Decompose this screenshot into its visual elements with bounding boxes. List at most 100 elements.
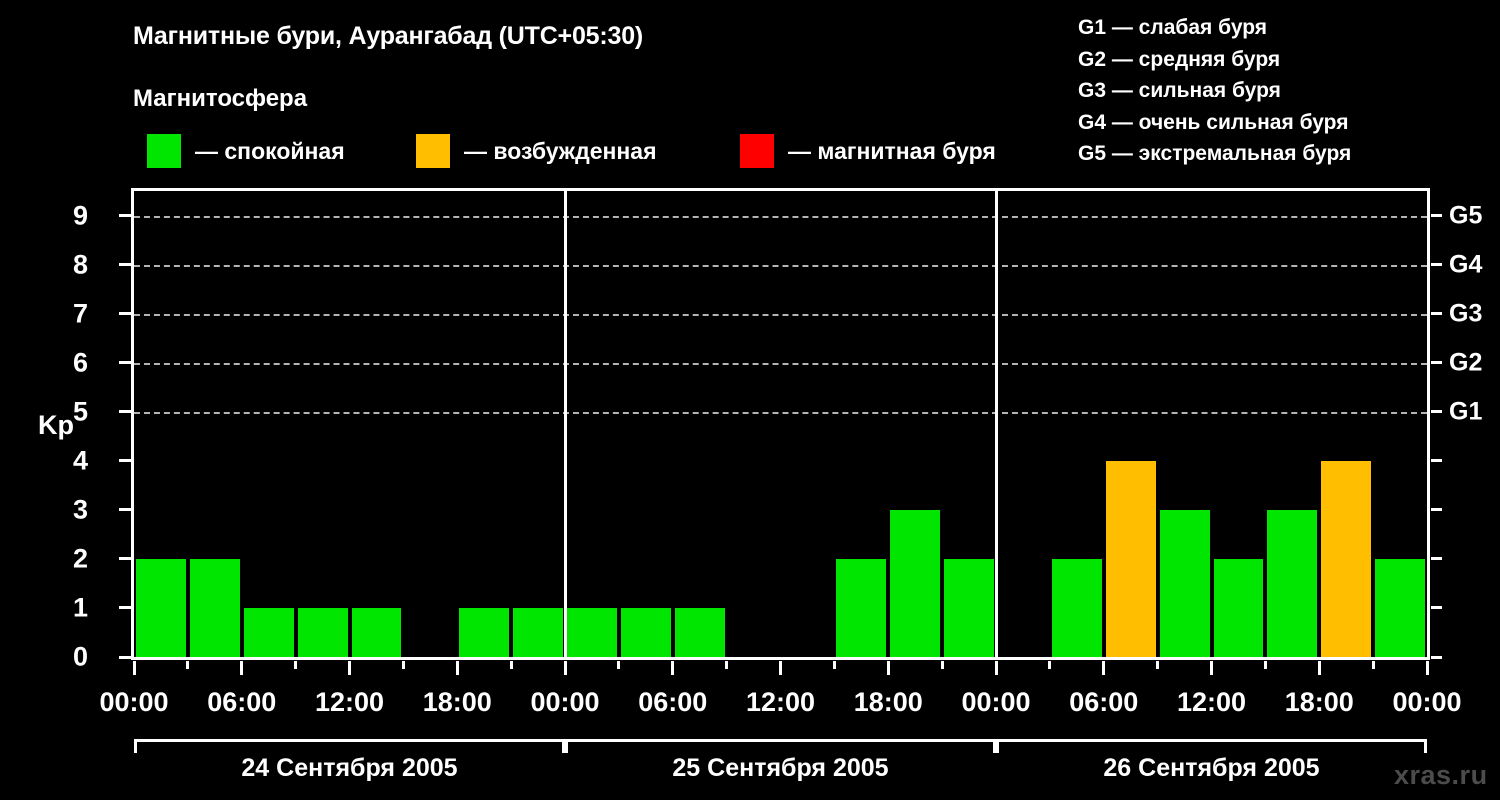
g-axis-tick-mark-kp-2 <box>1431 557 1442 561</box>
state-legend: — спокойная — возбужденная — магнитная бур… <box>133 133 1033 169</box>
page-title: Магнитные бури, Аурангабад (UTC+05:30) <box>133 22 644 50</box>
x-tick-mark-minor-9 <box>617 661 621 669</box>
y-tick-mark-5 <box>119 410 131 414</box>
x-tick-label-7: 18:00 <box>853 687 923 717</box>
g-scale-legend: G1 — слабая буря G2 — средняя буря G3 — си… <box>1078 12 1351 170</box>
bar-day3-slot7 <box>1321 460 1372 657</box>
bar-day2-slot3 <box>674 607 725 657</box>
day-bracket-2 <box>565 739 996 753</box>
legend-swatch-calm-icon <box>147 134 181 168</box>
g-axis-tick-mark-kp-0 <box>1431 655 1442 659</box>
y-tick-mark-8 <box>119 263 131 267</box>
bar-day2-slot7 <box>890 509 941 657</box>
x-tick-mark-minor-11 <box>725 661 729 669</box>
y-tick-mark-3 <box>119 508 131 512</box>
g-axis-label-g4: G4 <box>1449 250 1483 279</box>
day-label-2: 25 Сентября 2005 <box>672 754 889 782</box>
bar-day1-slot1 <box>136 558 186 657</box>
y-tick-mark-2 <box>119 557 131 561</box>
gridline-kp-9 <box>134 215 1427 218</box>
bar-day1-slot8 <box>513 607 563 657</box>
x-tick-mark-minor-3 <box>294 661 298 669</box>
x-tick-mark-11 <box>1317 661 1321 675</box>
y-tick-label-9: 9 <box>72 200 88 231</box>
x-tick-label-6: 12:00 <box>745 687 816 717</box>
x-tick-mark-minor-15 <box>940 661 944 669</box>
bar-day2-slot8 <box>944 558 994 657</box>
y-tick-label-6: 6 <box>72 347 88 378</box>
g-axis-tick-mark-kp-9 <box>1431 214 1442 218</box>
bar-day1-slot7 <box>459 607 510 657</box>
legend-label-active: — возбужденная <box>464 137 657 164</box>
g-axis-label-g1: G1 <box>1449 397 1483 426</box>
day-bracket-1 <box>134 739 565 753</box>
x-tick-mark-minor-21 <box>1263 661 1267 669</box>
legend-entry-calm: — спокойная <box>147 133 345 169</box>
y-tick-label-4: 4 <box>72 445 88 476</box>
y-tick-mark-6 <box>119 361 131 365</box>
x-tick-mark-9 <box>1102 661 1106 675</box>
plot-inner <box>134 191 1427 657</box>
gridline-kp-7 <box>134 313 1427 316</box>
magnetosphere-label: Магнитосфера <box>133 85 308 112</box>
legend-label-storm: — магнитная буря <box>788 137 996 164</box>
gridline-kp-5 <box>134 411 1427 414</box>
x-tick-mark-minor-1 <box>186 661 190 669</box>
g-axis-tick-mark-kp-8 <box>1431 263 1442 267</box>
x-tick-mark-12 <box>1425 661 1429 675</box>
x-tick-label-5: 06:00 <box>638 687 708 717</box>
bar-day1-slot2 <box>189 558 240 657</box>
x-tick-mark-8 <box>994 661 998 675</box>
bar-day3-slot3 <box>1105 460 1156 657</box>
g-legend-item-2: G2 — средняя буря <box>1078 47 1281 71</box>
x-tick-mark-2 <box>348 661 351 675</box>
bar-day2-slot1 <box>567 607 617 657</box>
g-axis-label-g2: G2 <box>1449 348 1483 377</box>
gridline-kp-6 <box>134 362 1427 365</box>
day-separator-2 <box>994 191 998 657</box>
g-axis-tick-mark-kp-3 <box>1431 508 1442 512</box>
x-tick-mark-minor-19 <box>1156 661 1160 669</box>
y-tick-mark-1 <box>119 606 131 610</box>
x-tick-mark-1 <box>240 661 244 675</box>
day-label-3: 26 Сентября 2005 <box>1103 754 1320 782</box>
g-legend-item-3: G3 — сильная буря <box>1078 79 1281 102</box>
x-tick-mark-6 <box>779 661 782 675</box>
y-tick-mark-4 <box>119 459 131 463</box>
g-axis-label-g3: G3 <box>1449 299 1483 328</box>
day-label-1: 24 Сентября 2005 <box>241 754 458 782</box>
y-tick-mark-0 <box>119 655 131 659</box>
x-tick-mark-minor-23 <box>1371 661 1375 669</box>
x-tick-mark-minor-13 <box>832 661 836 669</box>
x-tick-label-11: 18:00 <box>1284 687 1354 717</box>
day-separator-1 <box>563 191 567 657</box>
bar-day3-slot5 <box>1213 558 1264 657</box>
g-axis-tick-mark-kp-5 <box>1431 410 1442 414</box>
legend-swatch-active-icon <box>416 134 450 168</box>
bar-day1-slot4 <box>297 607 348 657</box>
x-tick-mark-3 <box>455 661 459 675</box>
bar-day2-slot2 <box>620 607 671 657</box>
x-tick-label-9: 06:00 <box>1069 687 1139 717</box>
g-legend-item-5: G5 — экстремальная буря <box>1078 142 1352 165</box>
y-tick-label-2: 2 <box>72 543 88 574</box>
x-tick-mark-5 <box>671 661 675 675</box>
y-tick-label-3: 3 <box>72 494 88 525</box>
x-tick-label-4: 00:00 <box>530 687 600 717</box>
legend-swatch-storm-icon <box>740 134 774 168</box>
bar-day3-slot6 <box>1267 509 1318 657</box>
x-tick-mark-10 <box>1210 661 1213 675</box>
legend-entry-active: — возбужденная <box>416 133 657 169</box>
g-axis-tick-mark-kp-7 <box>1431 312 1442 316</box>
g-axis-label-g5: G5 <box>1449 201 1483 230</box>
x-tick-label-2: 12:00 <box>314 687 385 717</box>
day-bracket-3 <box>996 739 1427 753</box>
g-legend-item-4: G4 — очень сильная буря <box>1078 110 1349 134</box>
g-axis-tick-mark-kp-4 <box>1431 459 1442 463</box>
y-tick-label-8: 8 <box>72 249 88 280</box>
gridline-kp-8 <box>134 264 1427 267</box>
x-tick-mark-0 <box>132 661 136 675</box>
bar-day3-slot2 <box>1051 558 1102 657</box>
bar-day3-slot4 <box>1159 509 1210 657</box>
y-tick-label-1: 1 <box>72 592 88 623</box>
